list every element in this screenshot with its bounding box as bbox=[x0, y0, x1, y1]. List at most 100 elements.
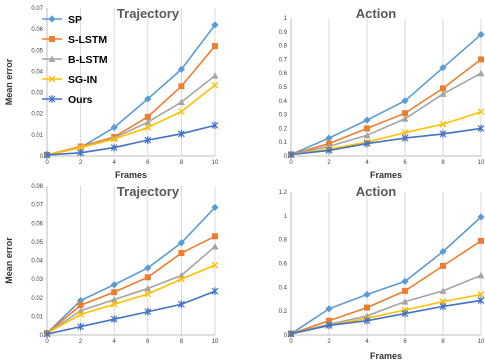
data-point-sp bbox=[144, 95, 152, 103]
data-point-sp bbox=[363, 290, 371, 299]
data-point-b-lstm bbox=[144, 118, 152, 126]
y-tick-label: 0.07 bbox=[31, 6, 43, 12]
y-tick-label: 0.01 bbox=[31, 133, 43, 139]
chart-panel-2: 0 2 4 6 8 10 0 0.1 0.2 0.3 0.4 0.5 0.6 0.7 0.8 0.9 1 Acti… bbox=[279, 6, 485, 180]
data-point-sp bbox=[401, 97, 409, 105]
y-tick-label: 0.05 bbox=[31, 240, 43, 246]
y-tick-label: 0 bbox=[284, 154, 288, 160]
series-line-ours bbox=[290, 127, 482, 156]
series-line-ours bbox=[290, 299, 482, 335]
y-axis-label: Mean error bbox=[4, 237, 14, 284]
legend-marker-b-lstm bbox=[48, 55, 56, 62]
x-tick-label: 2 bbox=[327, 339, 331, 345]
y-tick-label: 0.01 bbox=[31, 314, 43, 320]
data-point-s-lstm bbox=[178, 250, 185, 257]
legend-marker-ours bbox=[48, 95, 56, 103]
data-point-ours bbox=[144, 136, 152, 144]
legend-label: Ours bbox=[68, 94, 93, 106]
data-point-sg-in bbox=[211, 81, 219, 89]
chart-title: Action bbox=[356, 6, 397, 21]
x-tick-label: 10 bbox=[212, 160, 219, 166]
data-point-ours bbox=[325, 146, 333, 155]
data-point-sp bbox=[211, 21, 219, 29]
data-point-sp bbox=[439, 247, 447, 256]
series-line-sg-in bbox=[290, 111, 482, 156]
data-point-sp bbox=[363, 116, 371, 124]
data-point-sp bbox=[477, 213, 485, 221]
y-tick-label: 0.04 bbox=[31, 69, 43, 75]
data-point-ours bbox=[177, 300, 185, 309]
data-point-ours bbox=[363, 139, 371, 148]
y-tick-label: 0 bbox=[40, 333, 44, 339]
data-point-ours bbox=[439, 302, 447, 311]
data-point-sp bbox=[177, 239, 185, 247]
data-point-sg-in bbox=[477, 291, 485, 298]
legend-marker-sp bbox=[48, 15, 56, 23]
data-point-sg-in bbox=[177, 108, 185, 116]
y-tick-label: 0.04 bbox=[31, 259, 43, 265]
y-tick-label: 0.7 bbox=[279, 57, 288, 63]
legend: SP S-LSTM B-LSTM SG-IN Ours bbox=[42, 14, 108, 106]
data-point-ours bbox=[43, 151, 51, 159]
data-point-sg-in bbox=[477, 108, 485, 116]
y-tick-label: 0.06 bbox=[31, 221, 43, 227]
x-axis-label: Frames bbox=[370, 351, 402, 361]
data-point-sg-in bbox=[77, 144, 85, 152]
series-line-sp bbox=[290, 216, 482, 335]
data-point-ours bbox=[477, 124, 485, 133]
x-tick-label: 6 bbox=[403, 160, 407, 166]
y-tick-label: 0.8 bbox=[279, 238, 288, 244]
y-tick-label: 0.02 bbox=[31, 296, 43, 302]
y-tick-label: 0.02 bbox=[31, 112, 43, 118]
data-point-b-lstm bbox=[177, 98, 185, 106]
x-tick-label: 8 bbox=[180, 160, 184, 166]
data-point-s-lstm bbox=[77, 302, 84, 309]
data-point-b-lstm bbox=[477, 271, 485, 279]
x-tick-label: 0 bbox=[45, 160, 49, 166]
data-point-b-lstm bbox=[477, 69, 485, 77]
x-axis-label: Frames bbox=[115, 170, 147, 180]
data-point-b-lstm bbox=[439, 287, 447, 294]
y-tick-label: 0.08 bbox=[31, 184, 43, 190]
y-tick-label: 1 bbox=[284, 16, 288, 22]
data-point-s-lstm bbox=[178, 83, 185, 90]
data-point-s-lstm bbox=[440, 262, 446, 269]
y-tick-label: 0.1 bbox=[279, 140, 288, 146]
data-point-b-lstm bbox=[439, 90, 447, 97]
y-axis-label: Mean error bbox=[4, 58, 14, 105]
data-point-s-lstm bbox=[144, 113, 151, 120]
data-point-ours bbox=[401, 134, 409, 142]
data-point-s-lstm bbox=[111, 289, 118, 296]
data-point-sp bbox=[401, 277, 409, 285]
data-point-sg-in bbox=[77, 311, 85, 318]
data-point-ours bbox=[211, 121, 219, 130]
data-point-b-lstm bbox=[211, 72, 219, 79]
x-tick-label: 0 bbox=[45, 339, 49, 345]
y-tick-label: 0.5 bbox=[279, 85, 288, 91]
series-line-s-lstm bbox=[290, 240, 482, 335]
series-line-s-lstm bbox=[290, 58, 482, 156]
data-point-b-lstm bbox=[363, 131, 371, 139]
data-point-b-lstm bbox=[401, 298, 409, 305]
legend-label: SG-IN bbox=[68, 74, 97, 86]
data-point-b-lstm bbox=[144, 284, 152, 292]
data-point-sp bbox=[110, 123, 118, 132]
x-tick-label: 6 bbox=[146, 160, 150, 166]
data-point-b-lstm bbox=[110, 296, 118, 303]
series-line-b-lstm bbox=[46, 245, 216, 334]
data-point-ours bbox=[77, 149, 85, 157]
data-point-ours bbox=[363, 316, 371, 325]
series-line-b-lstm bbox=[290, 274, 482, 335]
series-line-b-lstm bbox=[290, 72, 482, 156]
data-point-sp bbox=[325, 134, 333, 142]
x-tick-label: 8 bbox=[180, 339, 184, 345]
data-point-ours bbox=[325, 321, 333, 330]
legend-label: SP bbox=[68, 14, 82, 26]
y-tick-label: 0.4 bbox=[279, 99, 288, 105]
x-tick-label: 10 bbox=[478, 339, 485, 345]
legend-label: S-LSTM bbox=[68, 34, 107, 46]
x-tick-label: 4 bbox=[113, 160, 117, 166]
data-point-sg-in bbox=[144, 123, 152, 131]
data-point-sg-in bbox=[144, 290, 152, 298]
data-point-sp bbox=[110, 281, 118, 289]
